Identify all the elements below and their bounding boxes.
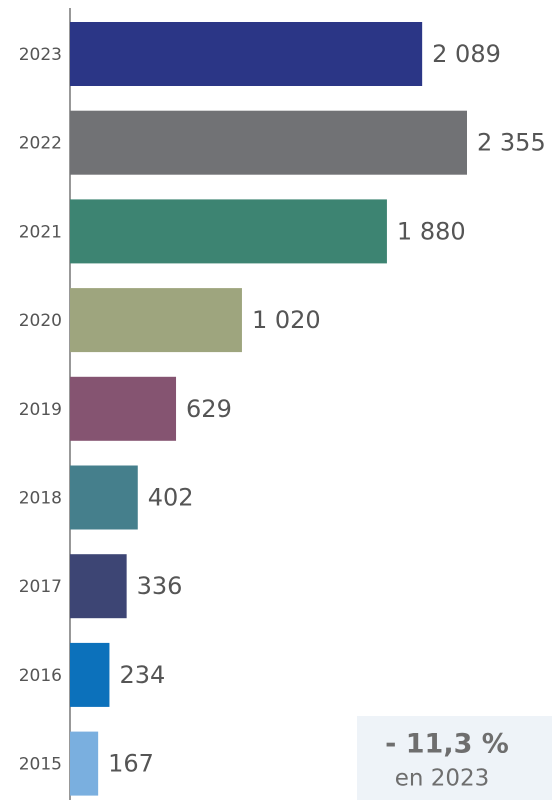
category-label: 2018 (19, 489, 62, 509)
category-label: 2016 (19, 666, 62, 686)
category-label: 2023 (19, 45, 62, 65)
bar (70, 110, 467, 175)
value-label: 2 355 (477, 129, 546, 157)
category-label: 2020 (19, 311, 62, 331)
bar (70, 465, 138, 530)
annotation-value: - 11,3 % (385, 729, 509, 760)
bar (70, 376, 177, 441)
bar (70, 288, 242, 353)
bar (70, 199, 387, 264)
category-label: 2022 (19, 134, 62, 154)
bar (70, 554, 127, 619)
category-label: 2015 (19, 755, 62, 775)
value-label: 1 880 (397, 217, 466, 245)
value-label: 2 089 (432, 40, 501, 68)
bar (70, 642, 110, 707)
value-label: 1 020 (252, 306, 321, 334)
category-label: 2021 (19, 222, 62, 242)
value-label: 402 (148, 484, 194, 512)
category-label: 2019 (19, 400, 62, 420)
value-label: 629 (186, 395, 232, 423)
bar (70, 22, 423, 86)
annotation-text: en 2023 (395, 766, 490, 792)
category-label: 2017 (19, 577, 62, 597)
value-label: 167 (108, 750, 154, 778)
value-label: 336 (137, 572, 183, 600)
bar (70, 731, 99, 796)
value-label: 234 (119, 661, 165, 689)
annotation-box (357, 716, 552, 800)
